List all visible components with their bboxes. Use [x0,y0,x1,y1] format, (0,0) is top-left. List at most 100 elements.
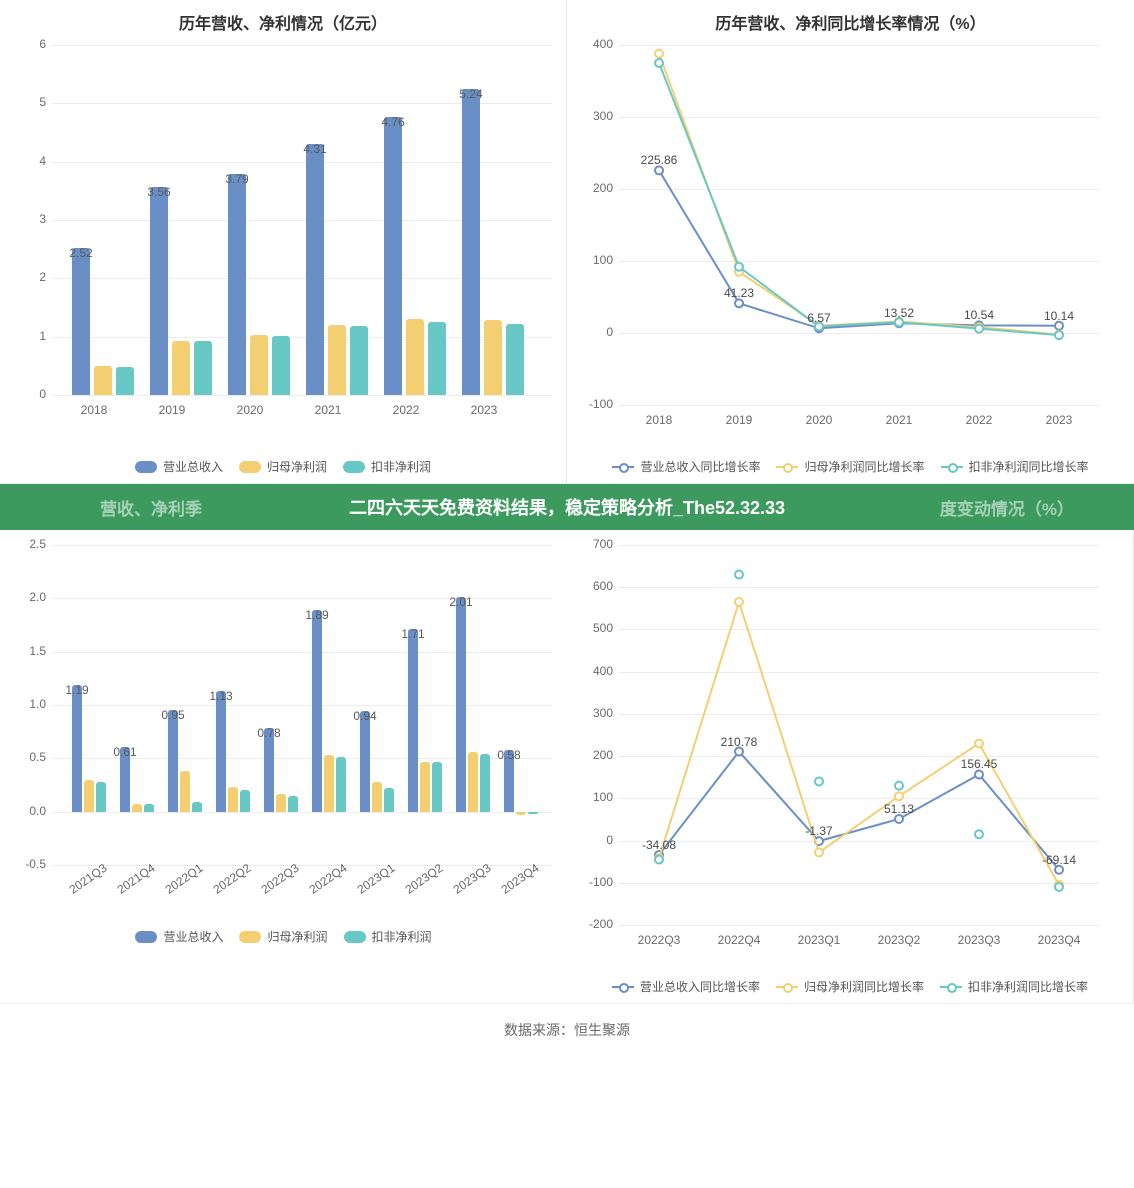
chart3-legend: 营业总收入归母净利润 扣非净利润 [12,928,555,945]
legend-item: 归母净利润 [239,458,327,475]
bar [384,788,394,811]
chart2-legend: 营业总收入同比增长率归母净利润同比增长率扣非净利润同比增长率 [579,458,1122,475]
panel-annual-growth: 历年营收、净利同比增长率情况（%） -1000100200300400225.8… [567,0,1134,484]
legend-label: 营业总收入 [163,458,223,475]
data-source-footer: 数据来源：恒生聚源 [0,1004,1134,1060]
x-tick-label: 2023Q2 [878,933,921,947]
legend-swatch [612,462,634,472]
point-label: 210.78 [721,735,758,749]
y-tick-label: 100 [593,790,613,804]
legend-swatch [239,461,261,473]
legend-swatch [776,462,798,472]
bar [484,320,502,395]
bar [250,335,268,395]
legend-label: 扣非净利润 [371,458,431,475]
bar [516,812,526,815]
legend-swatch [612,982,634,992]
y-tick-label: 400 [593,37,613,51]
x-tick-label: 2020 [806,413,833,427]
panel-quarterly-growth: -200-1000100200300400500600700-34.08210.… [567,530,1134,1004]
bar [312,610,322,812]
y-tick-label: 500 [593,621,613,635]
bar [228,787,238,812]
legend-item: 营业总收入 [135,928,223,945]
legend-item: 扣非净利润同比增长率 [940,978,1088,995]
y-tick-label: 2.0 [29,590,46,604]
legend-label: 扣非净利润同比增长率 [969,458,1089,475]
y-tick-label: 5 [39,95,46,109]
x-tick-label: 2022Q4 [718,933,761,947]
y-tick-label: 1 [39,329,46,343]
bar [72,248,90,395]
overlay-banner: 营收、净利季 二四六天天免费资料结果，稳定策略分析_The52.32.33 度变… [0,484,1134,530]
y-tick-label: 1.0 [29,697,46,711]
x-tick-label: 2023 [1046,413,1073,427]
bar [94,366,112,395]
bar [456,597,466,811]
bar [462,89,480,395]
bar [480,754,490,812]
panel-annual-revenue: 历年营收、净利情况（亿元） 01234562.5220183.5620193.7… [0,0,567,484]
point-label: 225.86 [641,154,678,168]
bar [168,710,178,811]
x-tick-label: 2022Q3 [259,861,302,897]
y-tick-label: 1.5 [29,644,46,658]
legend-swatch [941,462,963,472]
legend-swatch [135,931,157,943]
x-tick-label: 2023Q3 [958,933,1001,947]
y-tick-label: -100 [589,397,613,411]
panel-quarterly-revenue: -0.50.00.51.01.52.02.51.192021Q30.612021… [0,530,567,1004]
y-tick-label: -0.5 [25,857,46,871]
point-label: 156.45 [961,758,998,772]
bar [336,757,346,811]
bar [72,685,82,812]
bar [240,790,250,811]
bar-value-label: 0.58 [497,748,520,762]
bar [288,796,298,812]
legend-label: 归母净利润同比增长率 [804,978,924,995]
bar [384,117,402,395]
x-tick-label: 2022Q4 [307,861,350,897]
y-tick-label: 2.5 [29,537,46,551]
x-tick-label: 2020 [237,403,264,417]
x-tick-label: 2022Q2 [211,861,254,897]
bar [406,319,424,395]
y-tick-label: 0.5 [29,750,46,764]
y-tick-label: 2 [39,270,46,284]
y-tick-label: 6 [39,37,46,51]
bar [420,762,430,812]
chart1-title: 历年营收、净利情况（亿元） [12,10,554,34]
bar [192,802,202,812]
x-tick-label: 2023 [471,403,498,417]
y-tick-label: 3 [39,212,46,226]
legend-swatch [776,982,798,992]
bar [180,771,190,812]
bar [116,367,134,395]
bar [96,782,106,812]
x-tick-label: 2018 [646,413,673,427]
legend-item: 归母净利润同比增长率 [776,978,924,995]
bar-value-label: 1.13 [209,689,232,703]
point-label: 10.14 [1044,309,1074,323]
y-tick-label: 0 [606,325,613,339]
y-tick-label: 100 [593,253,613,267]
legend-item: 营业总收入同比增长率 [612,978,760,995]
chart1-body: 01234562.5220183.5620193.7920204.3120214… [12,40,554,450]
legend-item: 归母净利润 [239,928,327,945]
y-tick-label: -200 [589,917,613,931]
y-tick-label: 200 [593,181,613,195]
bar [408,629,418,811]
y-tick-label: 0.0 [29,804,46,818]
legend-swatch [344,931,366,943]
legend-label: 扣非净利润 [372,928,432,945]
y-tick-label: 4 [39,154,46,168]
bar [306,144,324,395]
legend-swatch [239,931,261,943]
bar-value-label: 0.61 [113,745,136,759]
bar [428,322,446,395]
dashboard-grid: 历年营收、净利情况（亿元） 01234562.5220183.5620193.7… [0,0,1134,1060]
x-tick-label: 2023Q2 [403,861,446,897]
y-tick-label: 0 [39,387,46,401]
bar [216,691,226,812]
bar [432,762,442,812]
